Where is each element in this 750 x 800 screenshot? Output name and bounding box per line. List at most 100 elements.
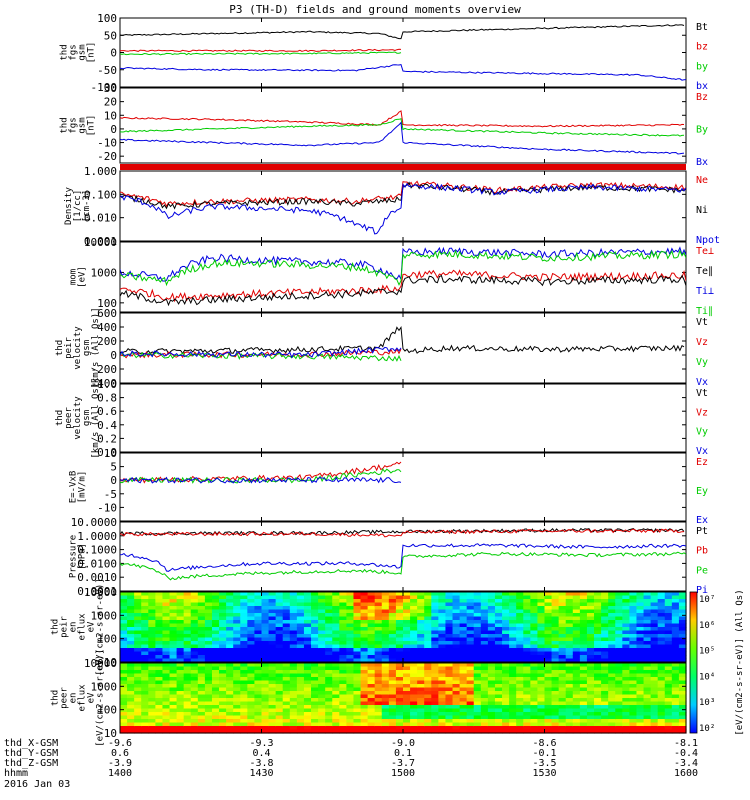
spectrogram-cell (586, 722, 595, 727)
spectrogram-cell (339, 637, 347, 642)
spectrogram-cell (190, 658, 199, 663)
spectrogram-cell (530, 694, 539, 699)
spectrogram-cell (572, 616, 581, 621)
spectrogram-cell (183, 708, 192, 713)
spectrogram-cell (282, 623, 291, 628)
spectrogram-cell (127, 641, 135, 646)
spectrogram-cell (134, 613, 142, 618)
spectrogram-cell (254, 595, 263, 600)
spectrogram-cell (381, 637, 390, 642)
spectrogram-cell (204, 599, 213, 604)
spectrogram-cell (134, 641, 142, 646)
spectrogram-cell (282, 680, 291, 685)
spectrogram-cell (601, 701, 609, 706)
spectrogram-cell (509, 651, 517, 656)
spectrogram-cell (657, 658, 666, 663)
spectrogram-cell (120, 694, 128, 699)
spectrogram-cell (169, 722, 178, 727)
series-line-Te⊥ (120, 269, 686, 303)
spectrogram-cell (608, 623, 616, 628)
spectrogram-cell (558, 715, 567, 720)
spectrogram-cell (410, 719, 418, 724)
spectrogram-cell (233, 715, 241, 720)
spectrogram-cell (586, 595, 595, 600)
spectrogram-cell (650, 698, 659, 703)
spectrogram-cell (502, 602, 510, 607)
y-axis-label: thd peir velocity gsm [km/s (All Qs)] (55, 307, 101, 388)
legend-entry: Vt (696, 317, 708, 328)
spectrogram-cell (608, 637, 616, 642)
spectrogram-cell (551, 684, 560, 689)
spectrogram-cell (360, 644, 369, 649)
spectrogram-cell (240, 599, 248, 604)
spectrogram-cell (148, 599, 156, 604)
spectrogram-cell (353, 726, 362, 731)
spectrogram-cell (148, 616, 156, 621)
spectrogram-cell (622, 726, 630, 731)
spectrogram-cell (247, 684, 256, 689)
spectrogram-cell (374, 599, 383, 604)
spectrogram-cell (141, 712, 149, 717)
spectrogram-cell (487, 684, 496, 689)
spectrogram-cell (438, 637, 447, 642)
spectrogram-cell (445, 691, 454, 696)
spectrogram-cell (325, 666, 333, 671)
spectrogram-cell (523, 729, 531, 734)
spectrogram-cell (445, 666, 454, 671)
spectrogram-cell (367, 651, 376, 656)
spectrogram-cell (558, 655, 567, 660)
spectrogram-cell (367, 616, 376, 621)
spectrogram-cell (346, 595, 355, 600)
spectrogram-cell (367, 705, 376, 710)
spectrogram-cell (233, 620, 241, 625)
spectrogram-cell (204, 641, 213, 646)
spectrogram-cell (565, 708, 574, 713)
spectrogram-cell (367, 680, 376, 685)
spectrogram-cell (459, 663, 468, 668)
spectrogram-cell (233, 712, 241, 717)
spectrogram-cell (586, 606, 595, 611)
spectrogram-cell (509, 634, 517, 639)
spectrogram-cell (176, 726, 185, 731)
spectrogram-cell (410, 630, 418, 635)
spectrogram-cell (530, 592, 539, 597)
spectrogram-cell (226, 691, 234, 696)
spectrogram-cell (204, 673, 213, 678)
spectrogram-cell (487, 630, 496, 635)
spectrogram-cell (509, 609, 517, 614)
spectrogram-cell (530, 666, 539, 671)
spectrogram-cell (586, 637, 595, 642)
spectrogram-cell (289, 708, 298, 713)
spectrogram-cell (643, 637, 652, 642)
spectrogram-cell (572, 655, 581, 660)
spectrogram-cell (643, 641, 652, 646)
spectrogram-cell (459, 623, 468, 628)
spectrogram-cell (452, 620, 461, 625)
spectrogram-cell (318, 701, 326, 706)
spectrogram-cell (509, 606, 517, 611)
spectrogram-cell (296, 691, 305, 696)
spectrogram-cell (622, 666, 630, 671)
spectrogram-cell (403, 609, 411, 614)
spectrogram-cell (339, 698, 347, 703)
spectrogram-cell (254, 616, 263, 621)
spectrogram-cell (296, 684, 305, 689)
spectrogram-cell (141, 648, 149, 653)
spectrogram-cell (650, 726, 659, 731)
spectrogram-cell (303, 698, 312, 703)
spectrogram-cell (197, 663, 206, 668)
spectrogram-cell (282, 666, 291, 671)
spectrogram-cell (183, 613, 192, 618)
spectrogram-cell (487, 602, 496, 607)
spectrogram-cell (183, 715, 192, 720)
y-tick-label: 10 (104, 447, 117, 460)
spectrogram-cell (403, 627, 411, 632)
spectrogram-cell (162, 680, 171, 685)
spectrogram-cell (254, 602, 263, 607)
spectrogram-cell (601, 673, 609, 678)
spectrogram-cell (211, 701, 220, 706)
spectrogram-cell (502, 651, 510, 656)
spectrogram-cell (417, 599, 425, 604)
spectrogram-cell (311, 592, 319, 597)
